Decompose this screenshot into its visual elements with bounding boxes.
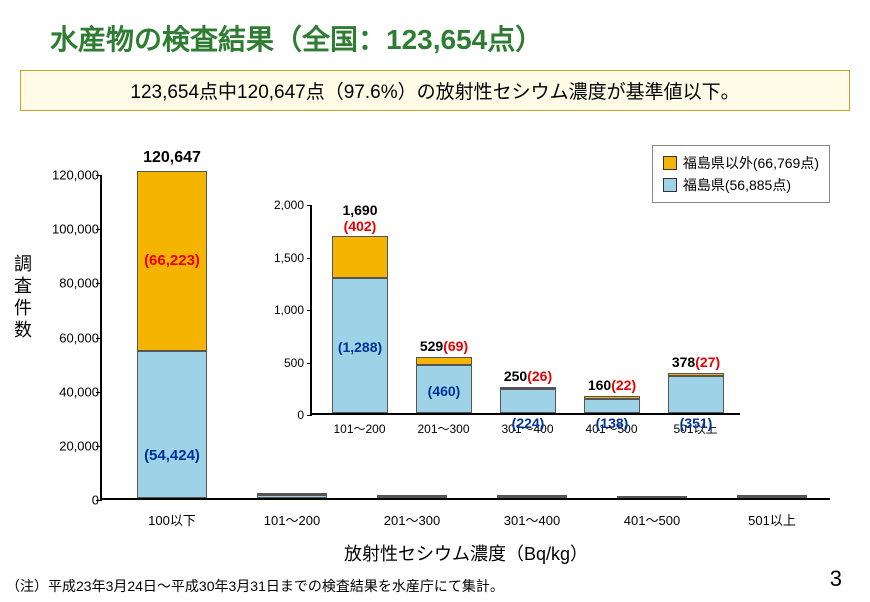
inset-y-tick-label: 2,000 (274, 198, 304, 212)
bar-seg-fukushima (137, 351, 207, 498)
y-tick-label: 120,000 (52, 168, 99, 183)
x-tick-label: 100以下 (122, 510, 222, 529)
inset-bar-seg-other (500, 387, 556, 390)
bar (737, 497, 807, 498)
bar-total-label: 120,647 (122, 149, 222, 167)
y-tick-label: 80,000 (59, 276, 99, 291)
bar (257, 493, 327, 498)
inset-x-tick-label: 101～200 (322, 420, 397, 437)
inset-plot: 05001,0001,5002,000101～2001,690(402)(1,2… (310, 205, 740, 415)
inset-bar-top-label: 529(69) (404, 338, 484, 354)
x-axis-title: 放射性セシウム濃度（Bq/kg） (102, 540, 830, 566)
page-number: 3 (830, 566, 842, 592)
bar-seg-other (617, 496, 687, 498)
y-tick-label: 40,000 (59, 384, 99, 399)
inset-bar-top-label: 1,690(402) (320, 202, 400, 234)
bar (497, 497, 567, 498)
inset-bar-fuku-label: (460) (404, 383, 484, 399)
x-tick-label: 301～400 (482, 510, 582, 529)
inset-bar (668, 373, 724, 413)
y-axis-label: 調査件数 (14, 250, 32, 338)
y-tick-label: 100,000 (52, 222, 99, 237)
inset-bar-seg-fukushima (500, 389, 556, 413)
inset-bar-seg-fukushima (668, 376, 724, 413)
inset-y-tick-label: 0 (297, 408, 304, 422)
inset-bar-fuku-label: (138) (572, 415, 652, 431)
inset-bar-seg-other (668, 373, 724, 376)
bar-seg-fukushima (257, 495, 327, 498)
bar (377, 497, 447, 498)
x-tick-label: 401～500 (602, 510, 702, 529)
bar-seg-other (257, 493, 327, 495)
inset-bar (500, 387, 556, 413)
page-title: 水産物の検査結果（全国：123,654点） (0, 0, 870, 66)
bar-seg-other (497, 495, 567, 497)
chart-area: 福島県以外(66,769点) 福島県(56,885点) 調査件数 020,000… (0, 120, 870, 560)
x-tick-label: 101～200 (242, 510, 342, 529)
legend-swatch-other (663, 156, 677, 170)
inset-bar-fuku-label: (351) (656, 415, 736, 431)
y-axis-ticks: 020,00040,00060,00080,000100,000120,000 (44, 170, 99, 500)
inset-x-tick-label: 201～300 (406, 420, 481, 437)
inset-bar-top-label: 160(22) (572, 377, 652, 393)
bar-seg-other (377, 495, 447, 497)
y-tick-label: 60,000 (59, 330, 99, 345)
inset-bar-seg-other (332, 236, 388, 278)
inset-bar-seg-other (416, 357, 472, 364)
y-tick-label: 20,000 (59, 438, 99, 453)
inset-bar-top-label: 378(27) (656, 354, 736, 370)
inset-y-tick-label: 1,500 (274, 251, 304, 265)
subtitle-box: 123,654点中120,647点（97.6%）の放射性セシウム濃度が基準値以下… (20, 70, 850, 111)
bar-seg-other (737, 495, 807, 497)
inset-bar-seg-other (584, 396, 640, 398)
inset-bar-seg-fukushima (584, 399, 640, 413)
legend-item-other: 福島県以外(66,769点) (663, 153, 819, 173)
inset-bar-fuku-label: (1,288) (320, 339, 400, 355)
inset-y-tick-label: 1,000 (274, 303, 304, 317)
legend-label-other: 福島県以外(66,769点) (683, 153, 819, 173)
inset-bar (332, 236, 388, 413)
x-tick-label: 501以上 (722, 510, 822, 529)
inset-bar-top-label: 250(26) (488, 368, 568, 384)
inset-bar-fuku-label: (224) (488, 415, 568, 431)
inset-y-tick-label: 500 (284, 356, 304, 370)
bar-other-value: (66,223) (127, 252, 217, 269)
inset-bar (584, 396, 640, 413)
footnote: （注）平成23年3月24日～平成30年3月31日までの検査結果を水産庁にて集計。 (6, 576, 504, 596)
bar-fuku-value: (54,424) (127, 447, 217, 464)
x-tick-label: 201～300 (362, 510, 462, 529)
